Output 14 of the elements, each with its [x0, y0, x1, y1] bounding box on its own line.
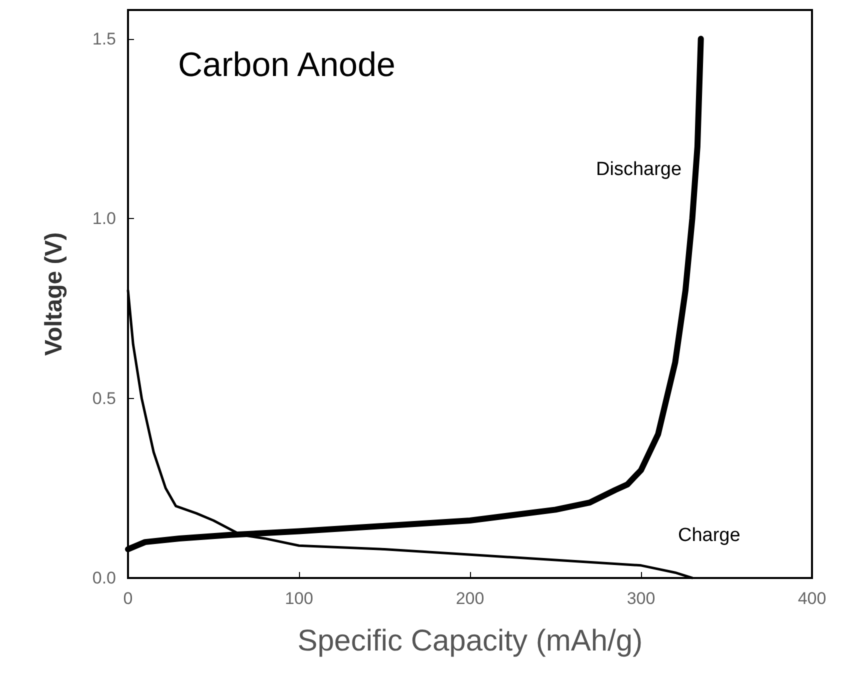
y-tick-label: 1.5 [92, 29, 116, 48]
y-tick-label: 0.5 [92, 388, 116, 408]
y-tick-label: 1.0 [92, 209, 116, 228]
y-axis-title: Voltage (V) [40, 232, 68, 356]
y-tick-label: 0.0 [92, 568, 116, 588]
x-tick-label: 300 [626, 589, 656, 608]
x-tick-label: 400 [798, 589, 826, 608]
series-label: Discharge [596, 159, 682, 180]
x-tick-label: 200 [456, 589, 484, 608]
annotation: Carbon Anode [178, 46, 396, 84]
x-tick-label: 0 [123, 589, 133, 608]
x-axis-title: Specific Capacity (mAh/g) [297, 624, 643, 658]
series-label: Charge [678, 525, 740, 546]
x-tick-label: 100 [284, 589, 314, 608]
